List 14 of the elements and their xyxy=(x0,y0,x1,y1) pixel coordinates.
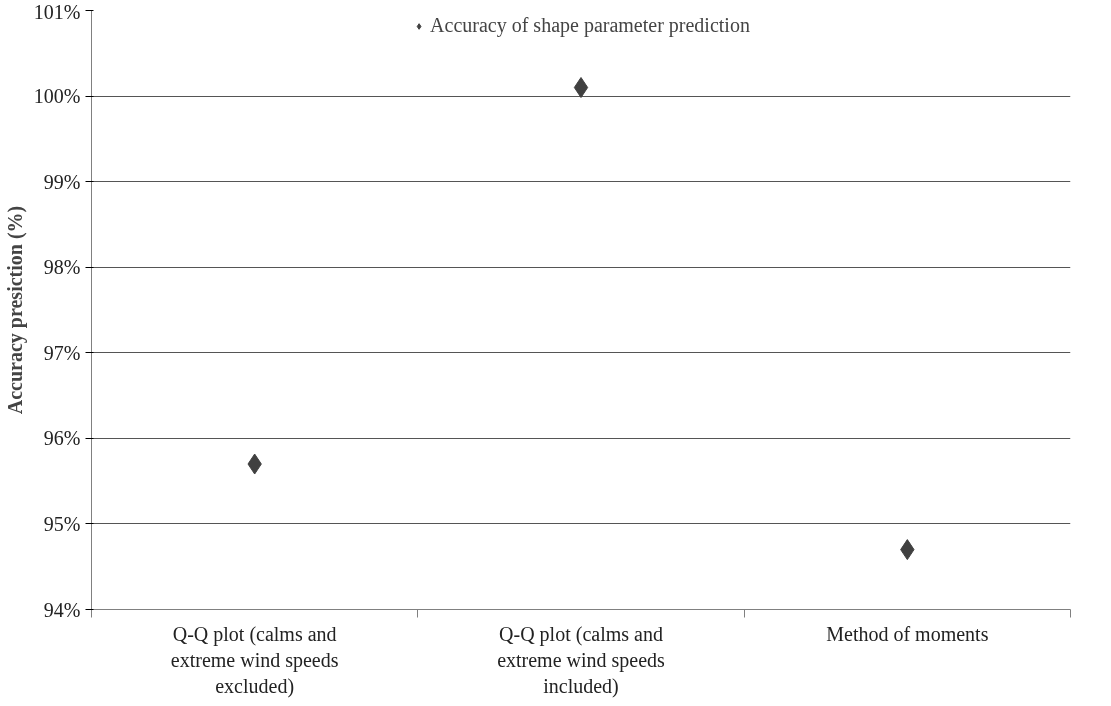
y-tick-label: 99% xyxy=(43,170,81,193)
x-tick-label: Method of moments xyxy=(826,622,989,645)
y-tick-label: 95% xyxy=(43,512,81,535)
y-tick-label: 97% xyxy=(43,341,81,364)
point xyxy=(573,77,589,99)
y-tick-label: 100% xyxy=(33,85,81,108)
x-tick-label: Q-Q plot (calms and extreme wind speeds included) xyxy=(497,622,666,699)
y-tick-label: 98% xyxy=(43,256,81,279)
y-axis-title: Accuracy presiction (%) xyxy=(3,205,27,415)
y-tick-label: 101% xyxy=(33,0,81,23)
y-tick-label: 94% xyxy=(43,598,81,621)
x-tick-label: Q-Q plot (calms and extreme wind speeds excluded) xyxy=(170,622,339,699)
legend-label: Accuracy of shape parameter prediction xyxy=(430,14,750,37)
y-tick-label: 96% xyxy=(43,427,81,450)
